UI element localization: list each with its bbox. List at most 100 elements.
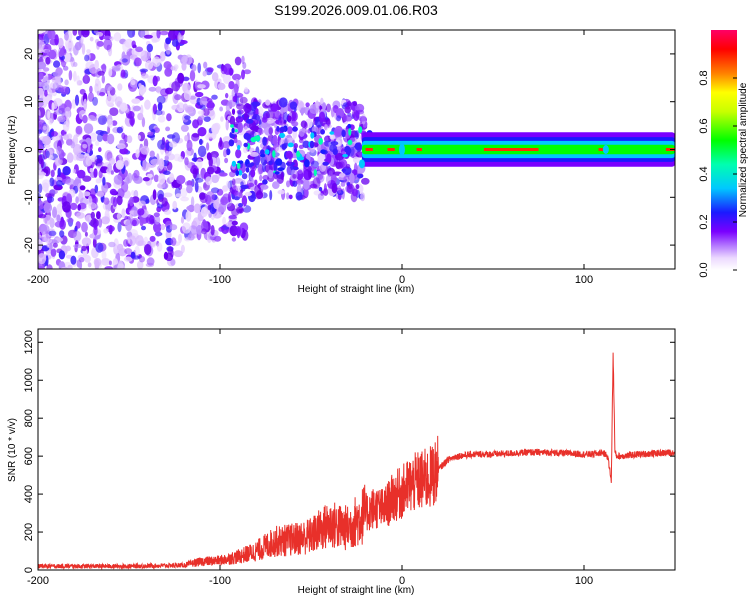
spectrogram-signal-band [358,132,675,169]
spectrogram-noise-blob [92,96,98,106]
spectrogram-noise-blob [233,137,238,144]
spectrogram-noise-blob [186,139,193,152]
spectrogram-noise-blob [110,170,114,175]
spectrogram-noise-blob [232,95,238,103]
spectrogram-core-blob [292,166,299,171]
spectrogram-noise-blob [108,260,112,266]
chart-title: S199.2026.009.01.06.R03 [274,2,438,18]
spectrogram-noise-blob [357,109,365,115]
spectrogram-noise-blob [84,54,90,62]
spectrogram-noise-blob [101,216,110,225]
spectrogram-noise-blob [73,70,77,82]
spectrogram-noise-blob [298,138,304,144]
spectrogram-noise-blob [207,166,215,175]
spectrogram-noise-blob [211,123,220,135]
spectrogram-noise-blob [318,186,323,192]
spectrogram-noise-blob [90,116,98,122]
spectrogram-noise-blob [346,101,352,107]
colorbar-bar [711,30,737,270]
spectrogram-noise-blob [109,107,119,116]
spectrogram-noise-blob [272,181,280,190]
snr-ytick-label-5: 1000 [23,368,35,392]
spectrogram-noise-blob [171,132,180,144]
spectrogram-noise-blob [361,177,370,185]
spectrogram-noise-blob [146,43,153,53]
spectrogram-noise-blob [59,47,67,56]
spectrogram-noise-blob [42,123,50,135]
spectrogram-noise-blob [265,99,271,106]
spectrogram-noise-blob [119,102,128,112]
spectrogram-noise-blob [52,82,59,91]
spectrogram-noise-blob [196,158,203,169]
spectrogram-noise-blob [165,126,171,132]
spectrogram-ytick-label-3: 10 [23,96,35,108]
spectrogram-core-blob [313,169,317,177]
spectrogram-noise-blob [220,65,228,75]
spectrogram-noise-blob [101,63,107,74]
spectrogram-noise-blob [331,185,337,193]
spectrogram-noise-blob [152,189,157,201]
spectrogram-noise-blob [182,76,190,82]
spectrogram-noise-blob [100,166,106,173]
spectrogram-noise-blob [343,114,348,122]
spectrogram-noise-blob [82,191,91,197]
spectrogram-noise-blob [145,214,154,225]
spectrogram-noise-blob [50,131,58,137]
spectrogram-noise-blob [265,110,275,121]
spectrogram-noise-blob [298,144,304,149]
spectrogram-noise-blob [182,103,188,111]
spectrogram-noise-blob [352,156,361,164]
spectrogram-noise-blob [60,235,68,245]
spectrogram-noise-blob [295,191,303,201]
spectrogram-noise-blob [109,36,114,41]
spectrogram-noise-blob [120,69,126,78]
spectrogram-noise-blob [339,173,346,178]
spectrogram-noise-blob [171,39,179,47]
spectrogram-noise-blob [121,58,128,63]
spectrogram-noise-blob [94,158,103,167]
spectrogram-noise-blob [219,137,223,148]
snr-ytick-label-3: 600 [23,447,35,465]
spectrogram-noise-blob [175,193,182,198]
spectrogram-core-blob [347,139,353,146]
spectrogram-noise-blob [52,206,57,218]
spectrogram-noise-blob [197,110,205,115]
spectrogram-noise-blob [287,126,293,135]
spectrogram-noise-blob [343,175,350,184]
spectrogram-core-blob [253,135,261,141]
spectrogram-spur-1 [399,143,405,156]
spectrogram-noise-blob [146,257,155,266]
spectrogram-noise-blob [225,119,229,131]
spectrogram-noise-blob [75,221,81,229]
spectrogram-noise-blob [38,82,45,87]
spectrogram-noise-blob [59,230,65,238]
spectrogram-noise-blob [76,75,80,86]
spectrogram-core-blob [277,167,284,172]
spectrogram-noise-blob [180,244,185,254]
spectrogram-core-blob [260,153,266,158]
spectrogram-noise-blob [68,70,73,81]
spectrogram-noise-blob [97,80,102,92]
spectrogram-noise-blob [205,176,213,186]
spectrogram-noise-blob [180,196,190,202]
spectrogram-noise-blob [142,159,147,170]
spectrogram-noise-blob [103,38,113,51]
spectrogram-noise-blob [117,243,124,251]
spectrogram-noise-blob [265,117,275,124]
spectrogram-noise-blob [76,212,85,219]
spectrogram-noise-blob [238,203,243,208]
spectrogram-noise-blob [72,144,83,156]
spectrogram-noise-blob [258,106,264,116]
spectrogram-noise-blob [82,144,88,149]
spectrogram-noise-blob [72,30,78,36]
snr-ytick-label-1: 200 [23,523,35,541]
spectrogram-noise-blob [299,100,304,108]
spectrogram-noise-blob [93,257,102,267]
spectrogram-noise-blob [162,182,169,189]
spectrogram-noise-blob [233,196,240,201]
spectrogram-noise-blob [50,248,57,257]
spectrogram-noise-blob [45,56,51,65]
spectrogram-noise-blob [49,189,58,195]
